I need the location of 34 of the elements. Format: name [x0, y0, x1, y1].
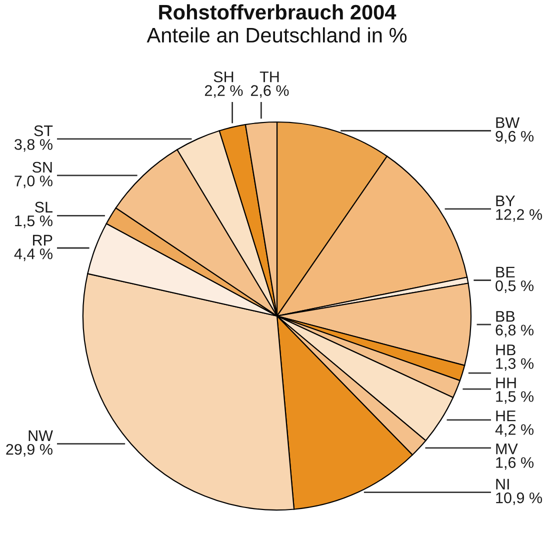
slice-label: MV	[496, 444, 518, 454]
data-label: 1,5 %	[496, 391, 534, 404]
data-label: 1,6 %	[496, 457, 534, 470]
slice-label: NW	[28, 430, 53, 441]
slice-label: HB	[496, 344, 516, 356]
chart-title: Rohstoffverbrauch 2004	[159, 4, 396, 20]
data-label: 12,2 %	[496, 209, 542, 222]
data-label: 9,6 %	[496, 130, 534, 144]
data-label: 4,2 %	[495, 424, 534, 437]
slice-label: TH	[260, 72, 279, 82]
slice-label: BY	[496, 196, 516, 206]
data-label: 6,8 %	[496, 324, 534, 338]
slice-label: SL	[35, 202, 52, 213]
data-label: 3,8 %	[14, 139, 52, 152]
slice-label: BW	[496, 117, 520, 128]
slice-label: HH	[496, 378, 516, 388]
slice-label: NI	[496, 478, 509, 490]
data-label: 2,2 %	[204, 85, 243, 98]
slice-label: HE	[496, 410, 516, 422]
slice-label: SH	[214, 71, 234, 82]
data-label: 1,3 %	[496, 358, 534, 371]
data-label: 7,0 %	[14, 176, 52, 188]
chart-subtitle: Anteile an Deutschland in %	[146, 27, 407, 43]
data-label: 4,4 %	[14, 248, 52, 262]
slice-label: ST	[34, 125, 53, 136]
slice-label: SN	[32, 162, 52, 173]
slice-label: RP	[33, 234, 52, 246]
data-label: 2,6 %	[250, 85, 289, 98]
data-label: 1,5 %	[15, 216, 52, 228]
data-label: 10,9 %	[496, 492, 542, 506]
slice-label: BE	[496, 266, 515, 278]
data-label: 0,5 %	[496, 280, 534, 293]
data-label: 29,9 %	[6, 444, 52, 457]
slice-label: BB	[496, 311, 515, 322]
